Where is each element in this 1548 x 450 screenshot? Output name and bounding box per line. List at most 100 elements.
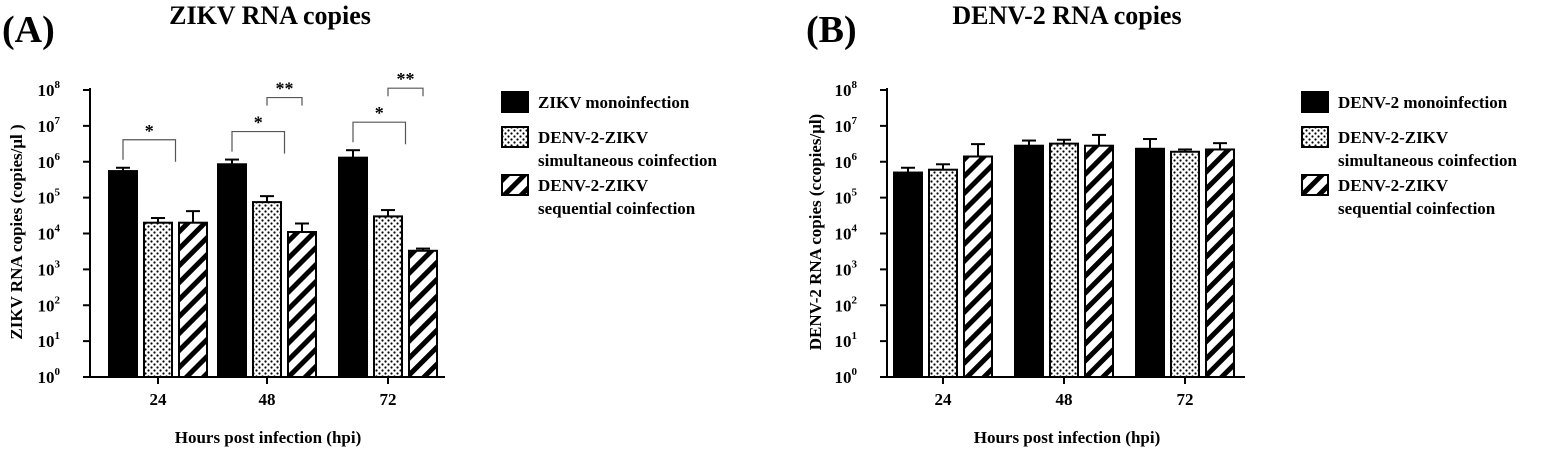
y-tick-label: 100 — [38, 366, 61, 387]
y-tick-label: 102 — [835, 294, 858, 315]
bar — [1084, 144, 1114, 378]
bar — [373, 215, 403, 378]
legend-label: DENV-2-ZIKV — [538, 176, 649, 195]
bar — [1205, 148, 1235, 378]
x-tick-label: 72 — [380, 390, 397, 409]
y-tick-label: 108 — [38, 79, 61, 100]
panel-a-ylabel: ZIKV RNA copies (copies/μl ) — [7, 124, 26, 339]
panel-a-title: ZIKV RNA copies — [169, 1, 371, 30]
legend-label: ZIKV monoinfection — [538, 93, 690, 112]
y-tick-exponent: 3 — [55, 258, 61, 270]
bar — [217, 163, 247, 378]
panel-b-ylabel: DENV-2 RNA copies (ccopies/μl) — [806, 114, 825, 350]
legend-label: DENV-2-ZIKV — [1338, 128, 1449, 147]
legend-swatch — [1301, 126, 1329, 148]
y-tick-label: 106 — [38, 151, 61, 172]
y-tick-exponent: 7 — [55, 115, 61, 127]
legend-label: DENV-2-ZIKV — [1338, 176, 1449, 195]
legend-label: sequential coinfection — [1338, 199, 1496, 218]
y-tick-exponent: 5 — [55, 187, 61, 199]
significance-bracket — [266, 96, 303, 106]
x-tick-label: 24 — [150, 390, 168, 409]
y-tick-label: 102 — [38, 294, 61, 315]
legend-swatch — [1301, 174, 1329, 196]
panel-b-title: DENV-2 RNA copies — [952, 1, 1181, 30]
bar — [287, 231, 317, 378]
panel-a: (A) ZIKV RNA copies 100 101 102 103 1 0 4 105 10… — [2, 1, 718, 447]
bar — [1170, 150, 1200, 378]
bar — [108, 170, 138, 378]
legend-label: sequential coinfection — [538, 199, 696, 218]
x-tick-label: 72 — [1177, 390, 1194, 409]
panel-a-letter: (A) — [2, 9, 55, 51]
panel-b-letter: (B) — [806, 9, 857, 51]
legend-label: DENV-2 monoinfection — [1338, 93, 1508, 112]
y-tick-label: 106 — [835, 151, 858, 172]
y-tick-exponent: 4 — [55, 223, 61, 235]
y-tick-label: 107 — [835, 115, 858, 136]
legend-label: simultaneous coinfection — [538, 151, 718, 170]
y-tick-label: 100 — [835, 366, 858, 387]
significance-bracket — [231, 130, 286, 154]
y-tick-label: 108 — [835, 79, 858, 100]
panel-a-xlabel: Hours post infection (hpi) — [175, 428, 362, 447]
panel-b-xlabel: Hours post infection (hpi) — [974, 428, 1161, 447]
y-tick-exponent: 1 — [852, 330, 858, 342]
significance-label: * — [145, 121, 154, 141]
y-tick-exponent: 4 — [852, 223, 858, 235]
y-tick-exponent: 5 — [852, 187, 858, 199]
bar — [143, 221, 173, 378]
y-tick-exponent: 3 — [852, 258, 858, 270]
bar — [893, 171, 923, 378]
y-tick-label: 107 — [38, 115, 61, 136]
y-tick-label: 101 — [835, 330, 858, 351]
bar — [1049, 142, 1079, 378]
x-tick-label: 48 — [259, 390, 276, 409]
y-tick-exponent: 8 — [55, 79, 61, 91]
significance-label: * — [254, 113, 263, 133]
significance-label: * — [375, 103, 384, 123]
significance-label: ** — [397, 69, 415, 89]
legend-swatch — [1301, 91, 1329, 113]
y-tick-exponent: 0 — [55, 366, 61, 378]
legend-label: DENV-2-ZIKV — [538, 128, 649, 147]
bar — [928, 168, 958, 378]
y-tick-label: 104 — [835, 223, 858, 244]
legend-swatch — [501, 91, 529, 113]
significance-bracket — [122, 139, 177, 162]
panel-b: (B) DENV-2 RNA copies 100101102103104105… — [806, 1, 1518, 447]
x-tick-label: 48 — [1056, 390, 1073, 409]
y-tick-exponent: 2 — [55, 294, 61, 306]
bar — [1014, 144, 1044, 378]
y-tick-label: 105 — [835, 187, 858, 208]
x-tick-label: 24 — [935, 390, 953, 409]
y-tick-exponent: 6 — [852, 151, 858, 163]
bar — [963, 155, 993, 378]
panel-a-legend: ZIKV monoinfection DENV-2-ZIKV simultaneou… — [501, 91, 718, 218]
bar — [1135, 147, 1165, 378]
bar — [178, 221, 208, 378]
y-tick-exponent: 1 — [55, 330, 61, 342]
significance-bracket — [352, 121, 407, 145]
bar — [338, 156, 368, 378]
legend-swatch — [501, 174, 529, 196]
y-tick-label: 103 — [835, 258, 858, 279]
y-tick-exponent: 0 — [852, 366, 858, 378]
significance-label: ** — [276, 79, 294, 99]
panel-b-legend: DENV-2 monoinfection DENV-2-ZIKV simultane… — [1301, 91, 1518, 218]
y-tick-exponent: 7 — [852, 115, 858, 127]
significance-bracket — [387, 87, 424, 97]
legend-swatch — [501, 126, 529, 148]
bar — [252, 201, 282, 378]
bar — [408, 249, 438, 378]
legend-label: simultaneous coinfection — [1338, 151, 1518, 170]
y-tick-exponent: 8 — [852, 79, 858, 91]
y-tick-label: 101 — [38, 330, 61, 351]
y-tick-exponent: 2 — [852, 294, 858, 306]
y-tick-label: 105 — [38, 187, 61, 208]
y-tick-exponent: 6 — [55, 151, 61, 163]
y-tick-label: 103 — [38, 258, 61, 279]
